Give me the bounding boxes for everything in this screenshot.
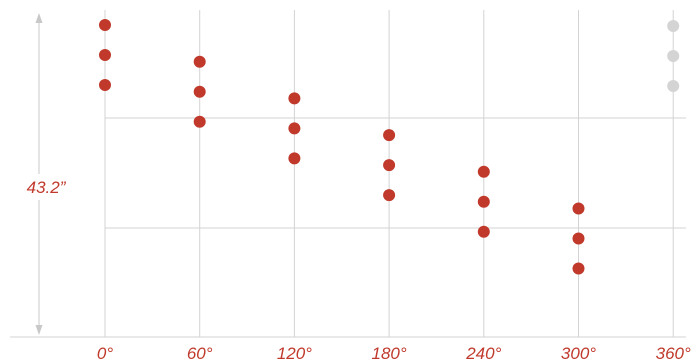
dot bbox=[572, 262, 585, 275]
dot bbox=[383, 159, 396, 172]
height-dimension: 43.2” bbox=[17, 13, 67, 335]
dot bbox=[477, 195, 490, 208]
angle-tick-label: 120° bbox=[277, 344, 312, 363]
dot-column bbox=[288, 92, 301, 165]
dot-columns bbox=[99, 19, 680, 275]
dot bbox=[193, 115, 206, 128]
dimension-arrow-top bbox=[35, 13, 43, 23]
angle-labels: 0° 60° 120° 180° 240° 300° 360° bbox=[97, 344, 691, 363]
dot bbox=[288, 122, 301, 135]
dot-column bbox=[99, 19, 111, 91]
dot-faded bbox=[667, 80, 680, 92]
dot bbox=[288, 152, 301, 165]
angle-tick-label: 300° bbox=[561, 344, 596, 363]
dimension-arrow-bottom bbox=[35, 325, 43, 335]
dot-column bbox=[572, 202, 585, 275]
dot-column bbox=[477, 165, 490, 238]
dot-column-faded bbox=[667, 20, 680, 92]
dot bbox=[99, 79, 111, 91]
dimension-label: 43.2” bbox=[27, 178, 67, 197]
dot bbox=[99, 49, 111, 61]
dot-column bbox=[193, 55, 206, 128]
angle-tick-label: 0° bbox=[97, 344, 113, 363]
dot bbox=[572, 202, 585, 215]
angle-tick-label: 360° bbox=[656, 344, 691, 363]
dot-column bbox=[383, 129, 396, 202]
dot bbox=[193, 55, 206, 68]
angle-tick-label: 60° bbox=[187, 344, 213, 363]
dimension-label-bg bbox=[17, 174, 65, 200]
dot bbox=[572, 232, 585, 245]
dot bbox=[477, 165, 490, 178]
dot bbox=[477, 225, 490, 238]
dot-faded bbox=[667, 50, 680, 62]
dot bbox=[383, 129, 396, 142]
angle-tick-label: 180° bbox=[372, 344, 407, 363]
dot bbox=[193, 85, 206, 98]
grid-lines bbox=[10, 10, 686, 338]
dot bbox=[383, 189, 396, 202]
angle-tick-label: 240° bbox=[465, 344, 501, 363]
dot bbox=[99, 19, 111, 31]
dot-faded bbox=[667, 20, 680, 32]
dot bbox=[288, 92, 301, 105]
